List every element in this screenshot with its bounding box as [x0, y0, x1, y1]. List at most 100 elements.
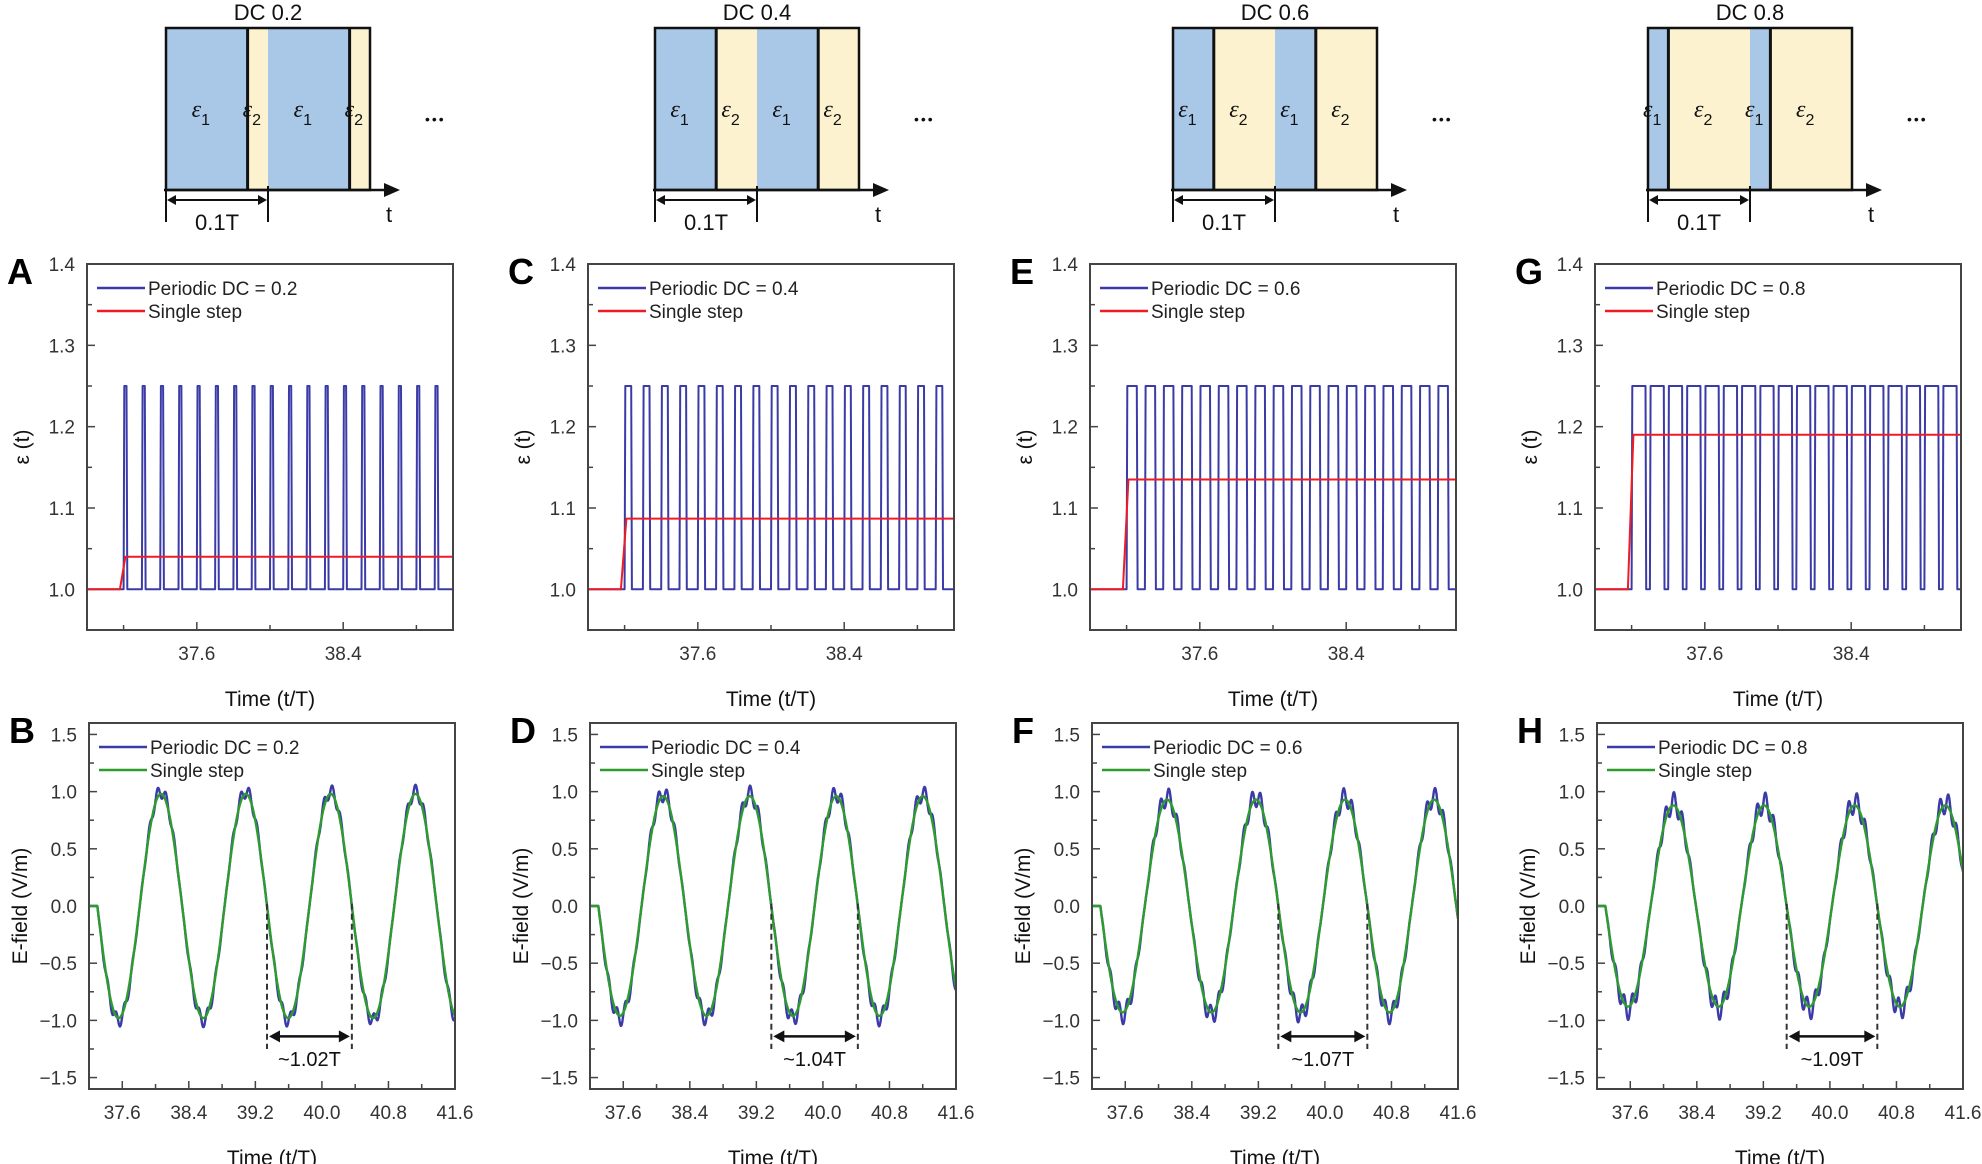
y-tick-label: −1.0: [540, 1011, 578, 1032]
legend-label: Single step: [1658, 761, 1752, 782]
epsilon-subscript: 1: [680, 112, 689, 129]
epsilon-subscript: 1: [201, 112, 210, 129]
y-tick-label: 1.4: [1557, 255, 1584, 276]
epsilon-subscript: 1: [782, 112, 791, 129]
y-axis-label: ε (t): [512, 429, 535, 464]
legend-label: Periodic DC = 0.2: [150, 738, 299, 759]
chart-panel-H: −1.5 −1.0 −0.5 0.0 0.5 1.0 1.5 37.6 38.4 39.2 40.0…: [1517, 710, 1981, 1164]
legend-label: Single step: [148, 302, 242, 323]
x-axis-label: Time (t/T): [726, 688, 816, 711]
epsilon-symbol: ε: [345, 97, 355, 123]
eps2-layer: [247, 28, 268, 190]
y-tick-label: −0.5: [39, 954, 77, 975]
x-axis-label: Time (t/T): [225, 688, 315, 711]
panel-letter: C: [508, 251, 534, 292]
chart-panel-C: 1.0 1.1 1.2 1.3 1.4 37.6 38.4 Time (t/T) ε (t) C P…: [508, 251, 955, 711]
x-tick-label: 37.6: [1612, 1103, 1649, 1124]
plot-frame: [589, 722, 957, 1090]
period-label: 0.1T: [684, 210, 728, 235]
y-tick-label: 1.3: [1557, 336, 1583, 357]
panel-letter: G: [1515, 251, 1543, 292]
panel-letter: A: [7, 251, 33, 292]
y-tick-label: −1.5: [540, 1069, 578, 1090]
series-line-single-step: [590, 795, 956, 1017]
epsilon-symbol: ε: [1229, 97, 1239, 123]
y-tick-label: −1.0: [1547, 1011, 1585, 1032]
y-tick-label: −0.5: [540, 954, 578, 975]
y-tick-label: 1.0: [1557, 580, 1583, 601]
y-tick-label: 1.5: [51, 725, 77, 746]
epsilon-2-label: ε2: [721, 97, 739, 129]
y-tick-label: 0.5: [1559, 840, 1585, 861]
epsilon-2-label: ε2: [823, 97, 841, 129]
x-tick-label: 37.6: [1181, 644, 1218, 665]
epsilon-symbol: ε: [192, 97, 202, 123]
y-tick-label: 1.2: [49, 418, 75, 439]
panel-letter: D: [510, 710, 536, 751]
y-tick-label: −1.5: [39, 1069, 77, 1090]
x-axis-label: Time (t/T): [1230, 1147, 1320, 1164]
epsilon-subscript: 1: [1652, 112, 1661, 129]
epsilon-symbol: ε: [1745, 97, 1755, 123]
y-tick-label: 0.0: [552, 897, 578, 918]
epsilon-1-label: ε1: [772, 97, 790, 129]
schematic-dc-0.4: DC 0.4ε1 ε2 ε1 ε2t•••0.1T: [653, 0, 935, 235]
time-axis-label: t: [1393, 202, 1399, 227]
chart-panel-D: −1.5 −1.0 −0.5 0.0 0.5 1.0 1.5 37.6 38.4 39.2 40.0…: [510, 710, 974, 1164]
epsilon-symbol: ε: [823, 97, 833, 123]
legend-label: Periodic DC = 0.2: [148, 279, 297, 300]
eps1-layer: [1648, 28, 1669, 190]
epsilon-subscript: 2: [1239, 112, 1248, 129]
epsilon-1-label: ε1: [1178, 97, 1196, 129]
legend-label: Periodic DC = 0.8: [1658, 738, 1807, 759]
x-tick-label: 41.6: [1945, 1103, 1982, 1124]
y-tick-label: 1.1: [550, 499, 576, 520]
arrow-head-icon: [1866, 183, 1882, 197]
y-tick-label: 1.0: [552, 783, 578, 804]
epsilon-2-label: ε2: [345, 97, 363, 129]
series-line-periodic: [1597, 791, 1963, 1022]
ellipsis: •••: [914, 111, 935, 127]
ellipsis: •••: [1907, 111, 1928, 127]
schematic-dc-0.8: DC 0.8ε1 ε2 ε1 ε2t•••0.1T: [1643, 0, 1928, 235]
x-tick-label: 38.4: [826, 644, 863, 665]
y-tick-label: 1.5: [552, 725, 578, 746]
x-tick-label: 40.8: [1373, 1103, 1410, 1124]
x-tick-label: 39.2: [237, 1103, 274, 1124]
epsilon-symbol: ε: [294, 97, 304, 123]
x-tick-label: 39.2: [738, 1103, 775, 1124]
epsilon-subscript: 1: [303, 112, 312, 129]
y-tick-label: 1.1: [1052, 499, 1078, 520]
epsilon-subscript: 1: [1188, 112, 1197, 129]
y-axis-label: E-field (V/m): [1517, 848, 1540, 965]
eps2-layer: [1315, 28, 1377, 190]
period-annotation-label: ~1.04T: [783, 1049, 846, 1071]
y-axis-label: E-field (V/m): [9, 848, 32, 965]
series-line-periodic: [588, 385, 954, 591]
x-tick-label: 40.8: [370, 1103, 407, 1124]
y-tick-label: 1.0: [1054, 783, 1080, 804]
ellipsis: •••: [1432, 111, 1453, 127]
ellipsis: •••: [425, 111, 446, 127]
series-line-periodic: [1090, 385, 1456, 591]
eps1-layer: [655, 28, 717, 190]
plot-frame: [1091, 722, 1459, 1090]
schematic-title: DC 0.4: [723, 0, 791, 25]
panel-letter: E: [1010, 251, 1034, 292]
eps1-layer: [166, 28, 248, 190]
schematic-dc-0.6: DC 0.6ε1 ε2 ε1 ε2t•••0.1T: [1171, 0, 1453, 235]
epsilon-subscript: 2: [252, 112, 261, 129]
y-tick-label: 1.0: [49, 580, 75, 601]
epsilon-subscript: 2: [833, 112, 842, 129]
y-tick-label: 1.2: [550, 418, 576, 439]
series-line-periodic: [89, 783, 455, 1029]
eps2-layer: [818, 28, 859, 190]
x-tick-label: 40.0: [804, 1103, 841, 1124]
x-tick-label: 40.0: [1811, 1103, 1848, 1124]
legend-label: Single step: [1656, 302, 1750, 323]
epsilon-symbol: ε: [1280, 97, 1290, 123]
y-tick-label: 0.5: [51, 840, 77, 861]
epsilon-subscript: 1: [1290, 112, 1299, 129]
epsilon-symbol: ε: [772, 97, 782, 123]
